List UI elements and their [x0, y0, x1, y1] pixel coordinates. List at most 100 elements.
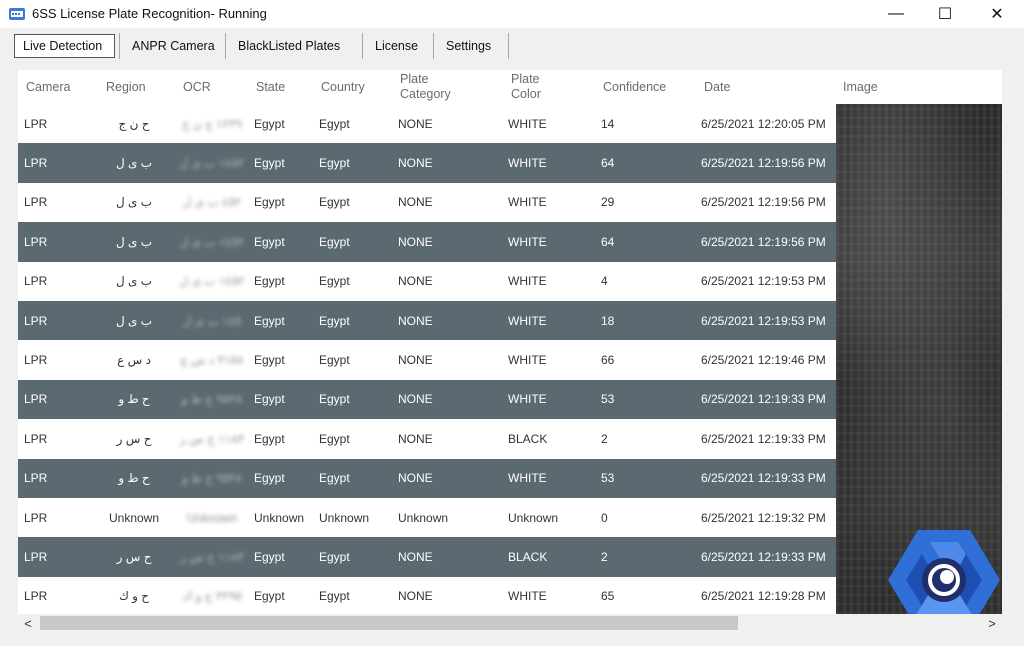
tab-live-detection[interactable]: Live Detection: [14, 34, 115, 58]
header-state[interactable]: State: [256, 79, 286, 94]
table-row[interactable]: LPR ح ن ج ١٢٣٩ ج ن ح Egypt Egypt NONE WHITE 14 6…: [18, 104, 836, 144]
cell-date: 6/25/2021 12:19:46 PM: [701, 353, 826, 368]
cell-date: 6/25/2021 12:19:33 PM: [701, 471, 826, 486]
cell-ocr: ٩٥٢٨ ح ط و: [181, 392, 243, 407]
cell-state: Egypt: [254, 156, 285, 171]
tab-blacklisted-plates[interactable]: BlackListed Plates: [238, 39, 341, 53]
cell-ocr: ١٤٥٢ ب ى ل: [179, 156, 245, 171]
cell-ocr: ٤٥٢ ب ى ل: [182, 195, 242, 210]
cell-confidence: 4: [601, 274, 608, 289]
cell-date: 6/25/2021 12:19:56 PM: [701, 195, 826, 210]
cell-plate-category: NONE: [398, 116, 433, 131]
cell-state: Egypt: [254, 116, 285, 131]
cell-ocr: ١٤٥٢ ب ى ل: [179, 234, 245, 249]
table-row[interactable]: LPR ب ى ل ١٤٥٢ ب ى ل Egypt Egypt NONE WHITE 64 6…: [18, 222, 836, 262]
table-row[interactable]: LPR ح ط و ٩٥٢٨ ح ط و Egypt Egypt NONE WHITE 53 6…: [18, 379, 836, 420]
cell-ocr: Unknown: [186, 510, 238, 525]
cell-ocr: ١٤٥٢ ب ى ل: [179, 274, 245, 289]
table-row[interactable]: LPR ح س ر ١١٨٣ ح س ر Egypt Egypt NONE BLACK 2 6/…: [18, 419, 836, 459]
table-row[interactable]: LPR د س ع ٣١٥٨ د س ع Egypt Egypt NONE WHITE 66 6…: [18, 340, 836, 380]
cell-confidence: 2: [601, 431, 608, 446]
header-ocr[interactable]: OCR: [183, 79, 211, 94]
cell-plate-category: NONE: [398, 392, 433, 407]
cell-region: ب ى ل: [115, 195, 153, 210]
cell-ocr: ١٢٣٩ ج ن ح: [181, 116, 243, 131]
table-row[interactable]: LPR ح و ك ٣٢٩٥ ح و ك Egypt Egypt NONE WHITE 65 6…: [18, 576, 836, 614]
scroll-left-arrow-icon[interactable]: <: [24, 615, 32, 631]
cell-state: Egypt: [254, 234, 285, 249]
header-plate-color[interactable]: Plate Color: [511, 72, 541, 101]
tab-separator: [433, 33, 434, 59]
header-country[interactable]: Country: [321, 79, 365, 94]
header-region[interactable]: Region: [106, 79, 146, 94]
cell-region: ب ى ل: [115, 234, 153, 249]
cell-state: Egypt: [254, 589, 285, 604]
cell-date: 6/25/2021 12:19:33 PM: [701, 431, 826, 446]
table-row[interactable]: LPR ب ى ل ٤٥٢ ب ى ل Egypt Egypt NONE WHITE 29 6/…: [18, 182, 836, 223]
cell-region: ح ط و: [118, 471, 150, 486]
cell-camera: LPR: [24, 392, 48, 407]
cell-camera: LPR: [24, 550, 48, 565]
cell-state: Egypt: [254, 392, 285, 407]
cell-country: Egypt: [319, 274, 350, 289]
cell-camera: LPR: [24, 589, 48, 604]
grid-header: Camera Region OCR State Country Plate Ca…: [18, 70, 1002, 104]
cell-region: د س ع: [117, 353, 151, 368]
app-icon: [9, 8, 25, 20]
cell-date: 6/25/2021 12:19:53 PM: [701, 274, 826, 289]
cell-plate-category: NONE: [398, 274, 433, 289]
cell-plate-color: WHITE: [508, 353, 547, 368]
table-row[interactable]: LPR ب ى ل ١٤٥٢ ب ى ل Egypt Egypt NONE WHITE 64 6…: [18, 143, 836, 183]
cell-camera: LPR: [24, 195, 48, 210]
horizontal-scrollbar[interactable]: < >: [18, 614, 1002, 632]
table-row[interactable]: LPR ح س ر ١١٨٣ ح س ر Egypt Egypt NONE BLACK 2 6/…: [18, 537, 836, 577]
tab-settings[interactable]: Settings: [446, 39, 492, 53]
maximize-button[interactable]: ☐: [937, 6, 953, 23]
cell-country: Egypt: [319, 313, 350, 328]
scroll-right-arrow-icon[interactable]: >: [988, 615, 996, 631]
cell-state: Egypt: [254, 550, 285, 565]
minimize-button[interactable]: —: [888, 5, 904, 22]
header-image[interactable]: Image: [843, 79, 878, 94]
cell-plate-color: WHITE: [508, 471, 547, 486]
cell-state: Egypt: [254, 195, 285, 210]
cell-camera: LPR: [24, 510, 48, 525]
table-row[interactable]: LPR ب ى ل ١٤٥٢ ب ى ل Egypt Egypt NONE WHITE 4 6/…: [18, 261, 836, 301]
cell-plate-color: BLACK: [508, 550, 548, 565]
cell-camera: LPR: [24, 116, 48, 131]
header-confidence[interactable]: Confidence: [603, 79, 667, 94]
table-row[interactable]: LPR ب ى ل ١٤٥ ب ى ل Egypt Egypt NONE WHITE 18 6/…: [18, 301, 836, 341]
cell-date: 6/25/2021 12:19:53 PM: [701, 313, 826, 328]
cell-country: Egypt: [319, 195, 350, 210]
table-row[interactable]: LPR Unknown Unknown Unknown Unknown Unknown Un…: [18, 498, 836, 538]
cell-camera: LPR: [24, 431, 48, 446]
cell-country: Egypt: [319, 156, 350, 171]
cell-region: ح و ك: [118, 589, 150, 604]
cell-plate-category: NONE: [398, 589, 433, 604]
scrollbar-thumb[interactable]: [40, 616, 738, 630]
cell-plate-color: WHITE: [508, 156, 547, 171]
cell-confidence: 53: [601, 392, 615, 407]
cell-plate-color: BLACK: [508, 431, 548, 446]
close-button[interactable]: ✕: [990, 6, 1004, 23]
header-plate-category[interactable]: Plate Category: [400, 72, 451, 101]
cell-confidence: 53: [601, 471, 615, 486]
cell-plate-color: Unknown: [508, 510, 559, 525]
detections-grid[interactable]: Camera Region OCR State Country Plate Ca…: [18, 70, 1002, 614]
cell-confidence: 29: [601, 195, 615, 210]
cell-ocr: ١٤٥ ب ى ل: [182, 313, 242, 328]
cell-date: 6/25/2021 12:19:56 PM: [701, 234, 826, 249]
cell-region: ح ط و: [118, 392, 150, 407]
cell-region: ح س ر: [116, 431, 152, 446]
cell-camera: LPR: [24, 353, 48, 368]
cell-country: Egypt: [319, 234, 350, 249]
header-camera[interactable]: Camera: [26, 79, 71, 94]
cell-plate-color: WHITE: [508, 274, 547, 289]
header-date[interactable]: Date: [704, 79, 731, 94]
table-row[interactable]: LPR ح ط و ٩٥٢٨ ح ط و Egypt Egypt NONE WHITE 53 6…: [18, 458, 836, 498]
cell-date: 6/25/2021 12:19:33 PM: [701, 392, 826, 407]
tab-anpr-camera[interactable]: ANPR Camera: [132, 39, 215, 53]
cell-ocr: ٩٥٢٨ ح ط و: [181, 471, 243, 486]
tab-license[interactable]: License: [375, 39, 419, 53]
cell-state: Egypt: [254, 471, 285, 486]
